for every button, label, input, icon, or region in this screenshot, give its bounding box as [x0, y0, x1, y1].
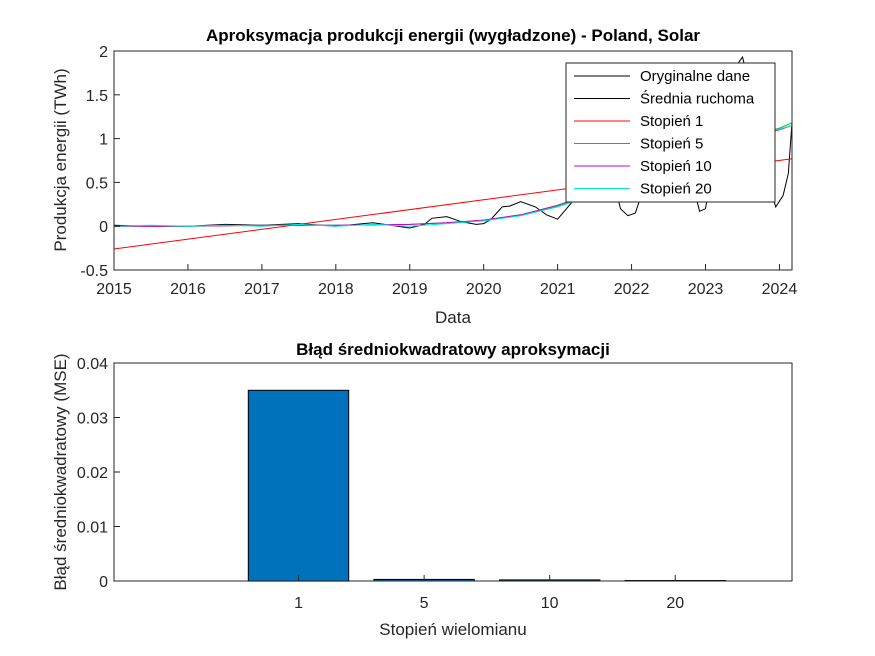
top-x-tick-label: 2023 — [688, 281, 724, 298]
top-plot-frame — [113, 50, 793, 271]
top-x-tick-label: 2015 — [96, 281, 132, 298]
top-x-tick-label: 2016 — [170, 281, 206, 298]
bottom-y-tick-label: 0.02 — [77, 465, 108, 482]
bottom-x-tick-label: 20 — [666, 595, 684, 612]
top-x-tick-label: 2019 — [392, 281, 428, 298]
top-chart-title: Aproksymacja produkcji energii (wygładzo… — [206, 26, 700, 45]
top-y-tick-label: 1.5 — [86, 88, 108, 105]
top-y-tick-label: 0 — [99, 219, 108, 236]
bottom-y-tick-label: 0.01 — [77, 520, 108, 537]
top-x-tick-label: 2024 — [762, 281, 798, 298]
bottom-chart-title: Błąd średniokwadratowy aproksymacji — [296, 340, 610, 359]
legend-label: Stopień 10 — [640, 158, 712, 175]
bottom-plot-frame — [113, 362, 793, 582]
top-x-tick-label: 2020 — [466, 281, 502, 298]
top-legend: Oryginalne dane Średnia ruchoma Stopień 1 S… — [565, 62, 776, 203]
legend-label: Stopień 1 — [640, 113, 703, 130]
bottom-axes: 1 5 10 20 0 0.01 0.02 0.03 0.04 — [77, 356, 684, 612]
legend-label: Średnia ruchoma — [640, 90, 755, 108]
top-y-tick-label: 1 — [99, 132, 108, 149]
energy-approximation-chart: Aproksymacja produkcji energii (wygładzo… — [51, 26, 797, 327]
top-x-tick-label: 2021 — [540, 281, 576, 298]
top-y-tick-label: -0.5 — [80, 263, 108, 280]
bottom-x-tick-label: 1 — [294, 595, 303, 612]
top-x-tick-label: 2022 — [614, 281, 650, 298]
legend-box — [565, 62, 776, 203]
top-y-tick-label: 2 — [99, 44, 108, 61]
legend-label: Stopień 5 — [640, 136, 703, 153]
bottom-plot-area — [114, 363, 792, 581]
legend-label: Stopień 20 — [640, 181, 712, 198]
bar-degree-1 — [247, 389, 350, 582]
top-y-tick-label: 0.5 — [86, 175, 108, 192]
bottom-x-tick-label: 10 — [541, 595, 559, 612]
bottom-x-axis-label: Stopień wielomianu — [379, 620, 526, 639]
top-x-tick-label: 2017 — [244, 281, 280, 298]
top-x-tick-label: 2018 — [318, 281, 354, 298]
top-y-axis-label: Produkcja energii (TWh) — [51, 68, 70, 251]
mse-bar-chart: Błąd średniokwadratowy aproksymacji 1 5 10… — [51, 340, 793, 639]
bottom-y-tick-label: 0.03 — [77, 411, 108, 428]
legend-label: Oryginalne dane — [640, 68, 750, 85]
top-axes: 2015 2016 2017 2018 2019 2020 2021 2022 2023 2024… — [80, 44, 797, 298]
bottom-bars — [247, 389, 726, 582]
top-x-axis-label: Data — [435, 308, 471, 327]
bottom-y-tick-label: 0.04 — [77, 356, 108, 373]
bottom-x-tick-label: 5 — [420, 595, 429, 612]
bottom-y-tick-label: 0 — [99, 574, 108, 591]
bottom-y-axis-label: Błąd średniokwadratowy (MSE) — [51, 353, 70, 590]
